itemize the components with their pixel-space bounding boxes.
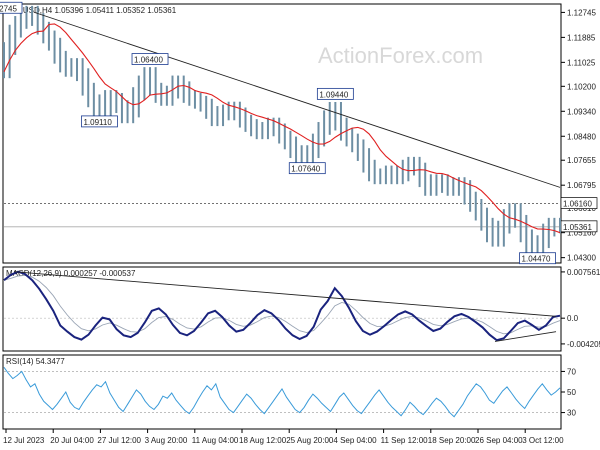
rsi-panel-header: RSI(14) 54.3477: [6, 357, 65, 366]
price-trendline: [33, 11, 561, 188]
current-price-label: 1.05361: [563, 223, 592, 232]
level-price-label: 1.06160: [563, 200, 592, 209]
macd-line: [3, 270, 561, 342]
price-y-tick-label: 1.11885: [567, 33, 596, 42]
macd-y-tick-label: 0.0: [567, 314, 579, 323]
price-annotation-box: [288, 162, 326, 175]
x-tick-label: 4 Sep 04:00: [333, 436, 377, 445]
rsi-y-tick-label: 70: [567, 367, 576, 376]
x-tick-label: 3 Oct 12:00: [522, 436, 564, 445]
price-annotation-label: 1.04470: [522, 255, 551, 264]
x-tick-label: 20 Jul 04:00: [50, 436, 94, 445]
price-annotation-box: [131, 53, 169, 65]
price-annotation-label: 1.07640: [291, 165, 320, 174]
price-y-tick-label: 1.05160: [567, 229, 596, 238]
macd-y-tick-label: -0.004205: [567, 340, 600, 349]
macd-panel-frame: [2, 266, 562, 352]
x-tick-label: 27 Jul 12:00: [97, 436, 141, 445]
price-y-tick-label: 1.10200: [567, 82, 596, 91]
price-y-tick-label: 1.06795: [567, 181, 596, 190]
macd-y-tick-label: 0.007561: [567, 268, 600, 277]
price-y-tick-label: 1.04300: [567, 254, 596, 263]
x-tick-label: 18 Sep 20:00: [428, 436, 476, 445]
price-panel-frame: [2, 3, 562, 264]
x-tick-label: 11 Sep 12:00: [381, 436, 429, 445]
macd-trendline-lower: [494, 331, 557, 342]
x-tick-label: 18 Aug 12:00: [239, 436, 287, 445]
rsi-panel-frame: [2, 354, 562, 430]
macd-signal-line: [3, 274, 561, 335]
price-annotation-label: 1.06400: [134, 56, 163, 65]
price-annotation-label: 1.09110: [83, 118, 112, 127]
x-tick-label: 12 Jul 2023: [3, 436, 45, 445]
price-panel-header: EURUSD,H4 1.05396 1.05411 1.05352 1.0536…: [6, 6, 177, 15]
price-y-tick-label: 1.11025: [567, 58, 596, 67]
level-price-box: [560, 197, 598, 209]
x-tick-label: 25 Aug 20:00: [286, 436, 334, 445]
macd-panel-header: MACD(12,26,9) 0.000257 -0.000537: [6, 269, 136, 278]
price-y-tick-label: 1.07655: [567, 156, 596, 165]
rsi-y-tick-label: 50: [567, 388, 576, 397]
rsi-y-tick-label: 30: [567, 409, 576, 418]
moving-average-line: [3, 23, 561, 234]
price-annotation-box: [316, 87, 354, 100]
price-annotation-label: 1.12745: [0, 4, 17, 13]
price-annotation-box: [81, 115, 118, 128]
price-annotation-box: [519, 252, 556, 265]
macd-trendline-upper: [13, 271, 557, 317]
x-tick-label: 11 Aug 04:00: [192, 436, 239, 445]
price-y-tick-label: 1.12745: [567, 8, 596, 17]
x-tick-label: 3 Aug 20:00: [145, 436, 188, 445]
price-annotation-label: 1.09440: [319, 90, 348, 99]
x-tick-label: 26 Sep 04:00: [475, 436, 523, 445]
watermark: ActionForex.com: [318, 43, 483, 68]
price-y-tick-label: 1.08480: [567, 132, 596, 141]
price-annotation-box: [0, 1, 23, 14]
rsi-line: [3, 367, 561, 418]
price-y-tick-label: 1.09340: [567, 107, 596, 116]
